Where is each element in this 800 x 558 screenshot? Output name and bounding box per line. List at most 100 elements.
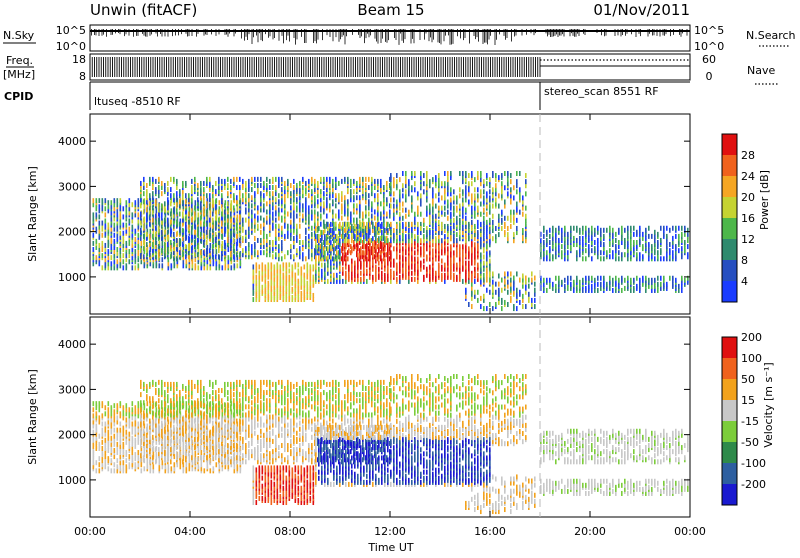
echo-cell	[333, 273, 335, 278]
echo-cell	[323, 220, 325, 225]
echo-cell	[272, 177, 274, 182]
echo-cell	[194, 212, 196, 217]
echo-cell	[405, 257, 407, 262]
echo-cell	[459, 230, 461, 235]
echo-cell	[345, 271, 347, 276]
echo-cell	[441, 195, 443, 200]
echo-cell	[170, 201, 172, 206]
echo-cell	[471, 304, 473, 309]
echo-cell	[215, 181, 217, 186]
echo-cell	[333, 222, 335, 227]
echo-cell	[141, 241, 143, 246]
echo-cell	[212, 218, 214, 223]
echo-cell	[138, 198, 140, 203]
echo-cell	[516, 226, 518, 231]
echo-cell	[435, 214, 437, 219]
echo-cell	[357, 252, 359, 257]
echo-cell	[356, 195, 358, 200]
echo-cell	[278, 224, 280, 229]
echo-cell	[253, 297, 255, 302]
echo-cell	[483, 216, 485, 221]
echo-cell	[295, 262, 297, 267]
echo-cell	[251, 177, 253, 182]
echo-cell	[167, 230, 169, 235]
echo-cell	[468, 200, 470, 205]
echo-cell	[215, 216, 217, 221]
echo-cell	[236, 252, 238, 257]
echo-cell	[444, 181, 446, 186]
echo-cell	[227, 177, 229, 182]
echo-cell	[324, 224, 326, 229]
echo-cell	[435, 175, 437, 180]
echo-cell	[105, 219, 107, 224]
echo-cell	[468, 271, 470, 276]
echo-cell	[321, 269, 323, 274]
echo-cell	[185, 254, 187, 259]
echo-cell	[320, 189, 322, 194]
echo-cell	[191, 218, 193, 223]
echo-cell	[138, 212, 140, 217]
echo-cell	[301, 291, 303, 296]
echo-cell	[197, 183, 199, 188]
echo-cell	[228, 255, 230, 260]
echo-cell	[253, 264, 255, 269]
echo-cell	[326, 197, 328, 202]
echo-cell	[164, 230, 166, 235]
echo-cell	[510, 173, 512, 178]
echo-cell	[459, 244, 461, 249]
echo-cell	[162, 263, 164, 268]
echo-cell	[239, 177, 241, 182]
echo-cell	[341, 191, 343, 196]
echo-cell	[152, 242, 154, 247]
echo-cell	[293, 179, 295, 184]
echo-cell	[477, 298, 479, 303]
echo-cell	[170, 220, 172, 225]
echo-cell	[198, 265, 200, 270]
echo-cell	[254, 236, 256, 241]
echo-cell	[254, 191, 256, 196]
echo-cell	[305, 197, 307, 202]
echo-cell	[339, 222, 341, 227]
echo-cell	[227, 191, 229, 196]
echo-cell	[129, 227, 131, 232]
echo-cell	[120, 198, 122, 203]
echo-cell	[444, 206, 446, 211]
echo-cell	[384, 273, 386, 278]
echo-cell	[477, 273, 479, 278]
echo-cell	[284, 181, 286, 186]
echo-cell	[278, 207, 280, 212]
echo-cell	[468, 302, 470, 307]
echo-cell	[435, 193, 437, 198]
echo-cell	[399, 177, 401, 182]
freq-tick-high: 18	[72, 53, 86, 66]
echo-cell	[351, 224, 353, 229]
echo-cell	[456, 238, 458, 243]
echo-cell	[219, 200, 221, 205]
echo-cell	[462, 189, 464, 194]
echo-cell	[266, 234, 268, 239]
echo-cell	[486, 173, 488, 178]
echo-cell	[317, 212, 319, 217]
echo-cell	[513, 210, 515, 215]
echo-cell	[164, 242, 166, 247]
echo-cell	[516, 171, 518, 176]
echo-cell	[231, 265, 233, 270]
echo-cell	[224, 240, 226, 245]
echo-cell	[462, 244, 464, 249]
echo-cell	[210, 243, 212, 248]
echo-cell	[507, 216, 509, 221]
echo-cell	[221, 179, 223, 184]
echo-cell	[332, 199, 334, 204]
echo-cell	[360, 277, 362, 282]
echo-cell	[377, 179, 379, 184]
echo-cell	[299, 218, 301, 223]
echo-cell	[335, 203, 337, 208]
echo-cell	[266, 216, 268, 221]
echo-cell	[477, 206, 479, 211]
echo-cell	[468, 173, 470, 178]
cpid-label: CPID	[4, 90, 33, 103]
echo-cell	[489, 177, 491, 182]
echo-cell	[198, 212, 200, 217]
echo-cell	[477, 290, 479, 295]
